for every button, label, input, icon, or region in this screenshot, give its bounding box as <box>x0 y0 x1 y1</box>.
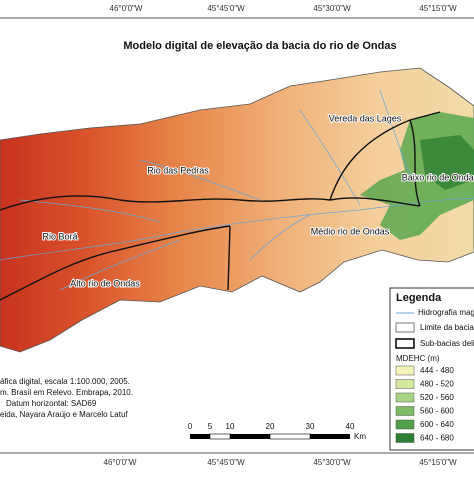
scale-label: 20 <box>266 422 275 431</box>
coord-top: 45°15'0"W <box>419 4 457 13</box>
scale-unit: Km <box>354 432 366 441</box>
scale-segment <box>310 434 350 439</box>
scale-label: 5 <box>208 422 213 431</box>
map-title: Modelo digital de elevação da bacia do r… <box>123 40 396 52</box>
source-note: Datum horizontal: SAD69 <box>6 399 97 408</box>
region-label: Médio rio de Ondas <box>311 226 390 236</box>
elevation-lowest-zone <box>420 135 474 190</box>
legend-class-label: 600 - 640 <box>420 420 454 429</box>
legend-swatch <box>395 419 415 430</box>
coord-bottom: 45°45'0"W <box>207 458 245 467</box>
scale-label: 0 <box>188 422 193 431</box>
legend-class-label: 444 - 480 <box>420 366 454 375</box>
legend-swatch <box>395 406 415 416</box>
legend-class-label: 480 - 520 <box>420 380 454 389</box>
legend-swatch <box>395 365 415 376</box>
scale-segment <box>209 433 231 440</box>
legend-class-label: 560 - 600 <box>420 407 454 416</box>
region-label: Rio Borá <box>42 231 77 241</box>
coord-bottom: 46°0'0"W <box>104 458 137 467</box>
sub-basin-line <box>227 225 231 291</box>
scale-segment <box>269 433 311 440</box>
sub-basin-line <box>0 225 231 301</box>
legend-label: Hidrografia mag <box>418 308 474 317</box>
region-label: Vereda das Lages <box>329 113 402 123</box>
coord-top: 45°30'0"W <box>313 4 351 13</box>
legend-subbasin-symbol <box>395 338 415 349</box>
coord-top: 45°45'0"W <box>207 4 245 13</box>
river <box>299 109 361 206</box>
legend-swatch <box>395 433 415 443</box>
legend-title: Legenda <box>396 292 442 304</box>
legend-swatch <box>395 379 415 389</box>
legend-class-label: 640 - 680 <box>420 434 454 443</box>
sub-basin-boundaries <box>0 111 441 301</box>
legend: Legenda Hidrografia mag Limite da bacia … <box>389 287 474 451</box>
coord-top: 46°0'0"W <box>110 4 143 13</box>
scale-segment <box>190 434 210 439</box>
river <box>249 214 311 261</box>
coord-bottom: 45°15'0"W <box>419 458 457 467</box>
source-note: m. Brasil em Relevo. Embrapa, 2010. <box>0 388 133 397</box>
coord-bottom: 45°30'0"W <box>313 458 351 467</box>
basin <box>0 67 474 353</box>
river <box>19 199 161 223</box>
sub-basin-line <box>0 195 421 211</box>
legend-basin-symbol <box>395 322 415 333</box>
sub-basin-line <box>409 119 421 207</box>
scale-label: 40 <box>346 422 355 431</box>
river <box>379 89 411 176</box>
scale-segment <box>230 434 270 439</box>
legend-label: Limite da bacia <box>420 323 474 332</box>
region-label: Rio das Pedras <box>147 165 209 175</box>
legend-elevation-title: MDEHC (m) <box>396 354 440 363</box>
scale-label: 30 <box>306 422 315 431</box>
scale-label: 10 <box>226 422 235 431</box>
legend-class-label: 520 - 560 <box>420 393 454 402</box>
region-label: Alto rio de Ondas <box>70 278 140 288</box>
sub-basin-line <box>329 111 441 201</box>
legend-swatch <box>395 392 415 403</box>
river <box>59 239 181 291</box>
legend-label: Sub-bacias deli <box>420 339 474 348</box>
source-note: eida, Nayara Araújo e Marcelo Latuf <box>0 410 128 419</box>
region-label: Baixo rio de Ondas <box>402 172 474 182</box>
source-note: áfica digital, escala 1:100.000, 2005. <box>0 377 130 386</box>
legend-classes: 444 - 480 480 - 520 520 - 560 560 - 600 600 … <box>395 365 454 443</box>
river <box>139 159 261 201</box>
